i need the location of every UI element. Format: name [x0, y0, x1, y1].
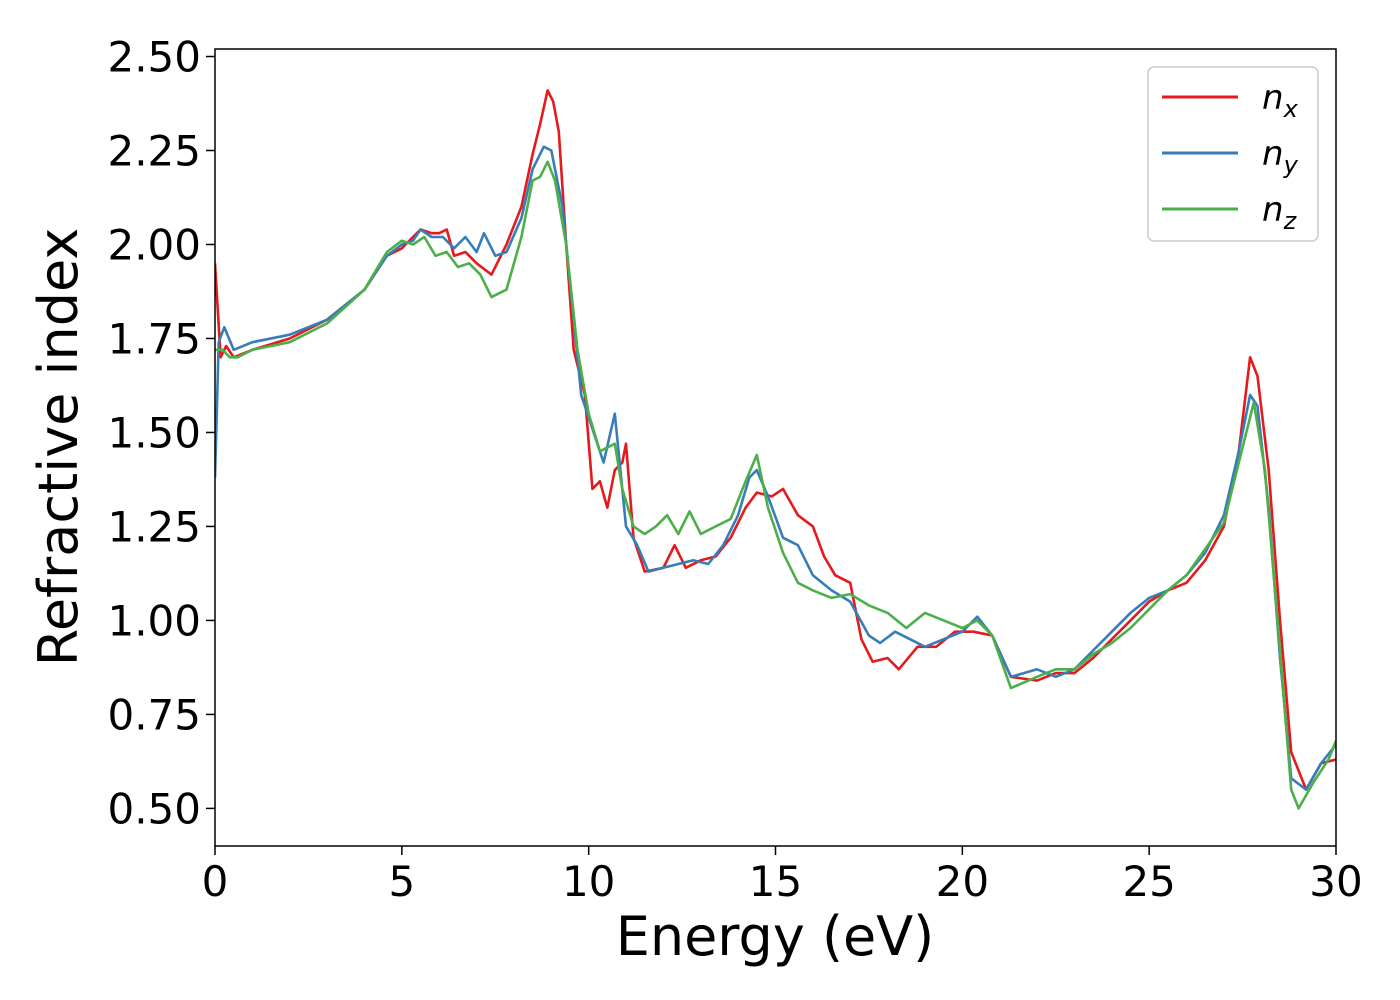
y-tick-label: 1.50: [107, 408, 201, 457]
series-line-nx: [215, 89, 1336, 791]
y-tick-label: 1.75: [107, 314, 201, 363]
y-tick-label: 2.50: [107, 33, 201, 82]
x-axis-ticks: 0 5 10 15 20 25 30: [202, 846, 1363, 906]
series-line-nz: [215, 160, 1336, 810]
legend-label-nx: nx: [1262, 78, 1299, 123]
y-tick-label: 1.25: [107, 502, 201, 551]
y-tick-label: 0.50: [107, 784, 201, 833]
x-tick-label: 0: [202, 857, 229, 906]
legend-label-nz: nz: [1262, 190, 1298, 235]
x-tick-label: 25: [1122, 857, 1175, 906]
y-axis-ticks: 0.50 0.75 1.00 1.25 1.50 1.75 2.00 2.25 2.50: [107, 33, 215, 833]
y-tick-label: 1.00: [107, 596, 201, 645]
legend-label-subscript: x: [1283, 95, 1299, 123]
y-tick-label: 2.00: [107, 220, 201, 269]
series-layer: [215, 89, 1336, 810]
y-tick-label: 2.25: [107, 127, 201, 176]
y-tick-label: 0.75: [107, 690, 201, 739]
x-tick-label: 10: [562, 857, 615, 906]
series-line-ny: [215, 145, 1336, 791]
y-axis-title: Refractive index: [27, 228, 90, 667]
x-tick-label: 30: [1309, 857, 1362, 906]
legend-label-main: n: [1262, 134, 1284, 174]
x-tick-label: 20: [936, 857, 989, 906]
legend-label-ny: ny: [1262, 134, 1299, 179]
x-tick-label: 5: [388, 857, 415, 906]
x-tick-label: 15: [749, 857, 802, 906]
x-axis-title: Energy (eV): [616, 905, 935, 968]
legend-label-subscript: z: [1283, 207, 1298, 235]
legend-label-subscript: y: [1283, 151, 1299, 179]
legend-label-main: n: [1262, 78, 1284, 118]
legend-label-main: n: [1262, 190, 1284, 230]
